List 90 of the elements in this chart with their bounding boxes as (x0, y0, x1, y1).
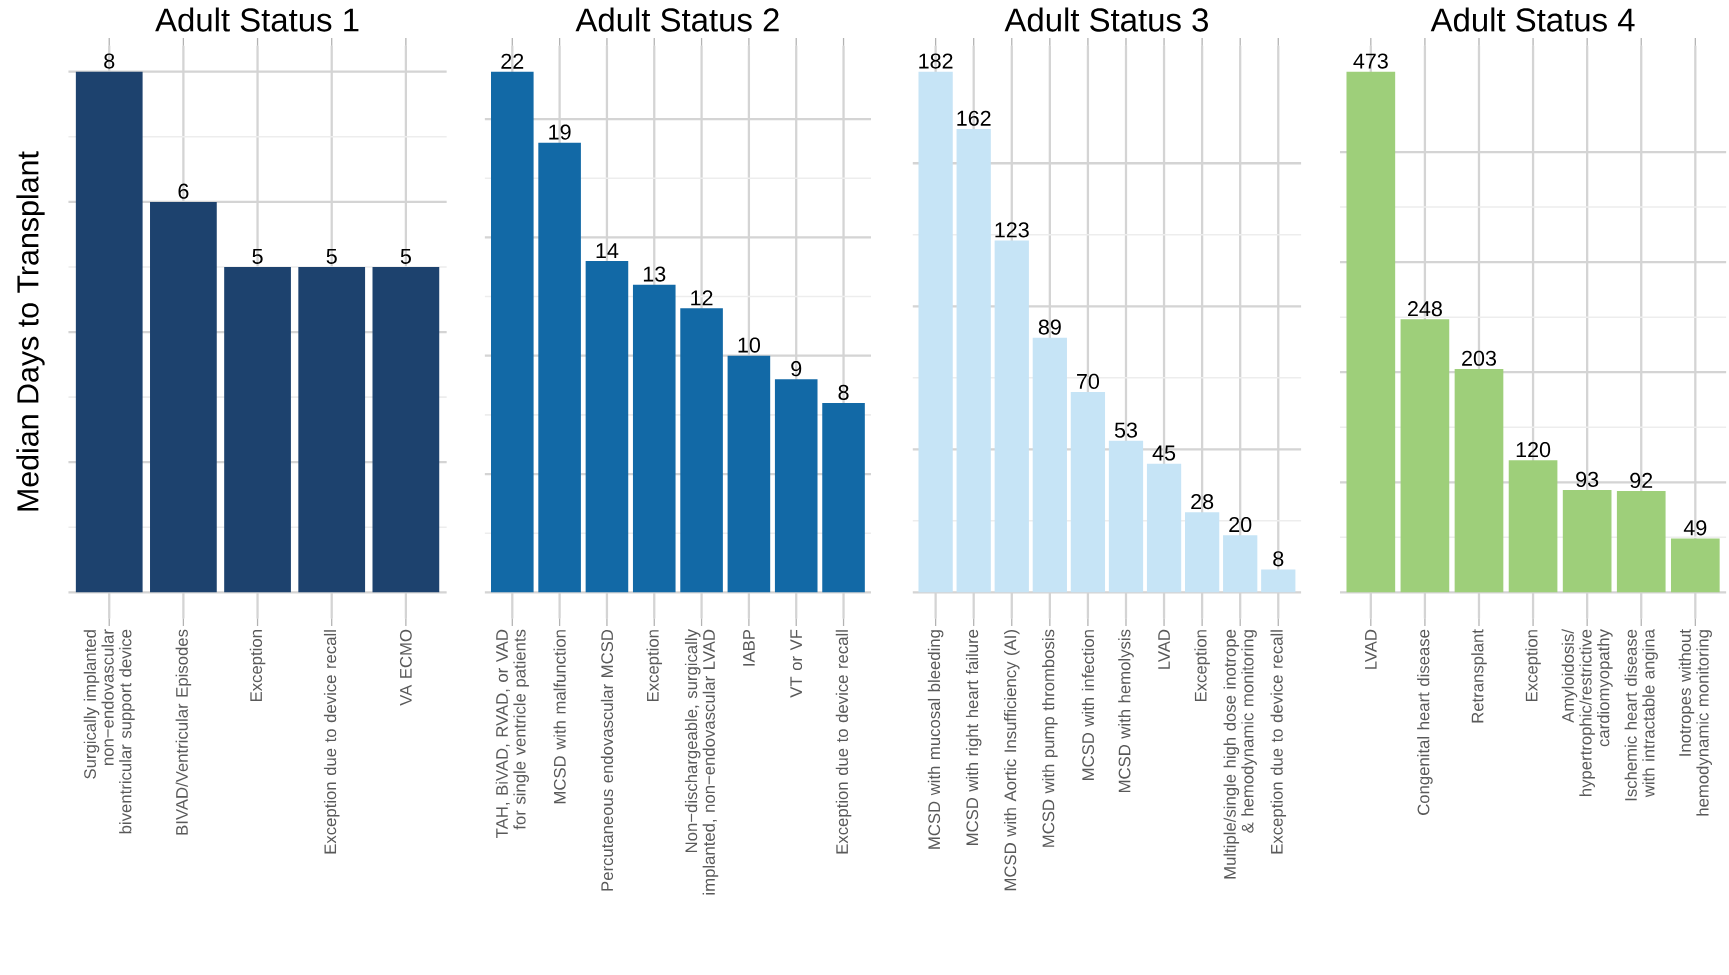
data-label: 162 (957, 110, 991, 126)
data-label: 45 (1152, 445, 1176, 461)
x-tick-label: MCSD with pump thrombosis (1042, 629, 1058, 847)
x-tick-label: Exception (1194, 630, 1210, 702)
data-label: 473 (1353, 53, 1388, 69)
bar (1108, 440, 1144, 593)
x-tick-label: Exception due to device recall (835, 630, 852, 854)
bar (994, 240, 1029, 593)
bar (632, 284, 676, 593)
x-tick-label: Exception due to device recall (323, 630, 340, 854)
bar (1562, 490, 1612, 593)
x-tick-label: Multiple/single high dose inotrope & hemodynamic monitoring (1223, 629, 1257, 879)
x-tick-label: MCSD with hemolysis (1118, 629, 1134, 793)
data-label: 49 (1683, 520, 1707, 536)
bar (585, 261, 629, 593)
bar (918, 71, 953, 593)
x-tick-label: Congenital heart disease (1417, 629, 1433, 815)
x-tick-label: LVAD (1158, 629, 1170, 669)
data-label: 5 (252, 248, 263, 264)
data-label: 13 (643, 266, 666, 282)
x-tick-label: Surgically implanted non−endovascular biventricular support device (83, 629, 135, 834)
data-label: 20 (1229, 516, 1252, 533)
x-tick-label: Inotropes without hemodynamic monitoring (1678, 629, 1712, 816)
x-tick-label: BIVAD/Ventricular Episodes (175, 629, 192, 835)
data-label: 6 (178, 183, 189, 199)
x-tick-label: MCSD with malfunction (553, 630, 566, 804)
data-label: 10 (738, 337, 761, 353)
bar (774, 379, 818, 593)
bar (1346, 71, 1396, 593)
bar (1261, 569, 1296, 593)
bar (538, 142, 581, 593)
bar (680, 308, 723, 593)
data-label: 70 (1077, 373, 1100, 390)
x-tick-label: MCSD with Aortic Insufficiency (AI) (1003, 630, 1020, 891)
bar (1070, 392, 1106, 593)
data-label: 8 (104, 53, 115, 69)
x-tick-label: Ischemic heart disease with intractable angina (1624, 629, 1658, 801)
x-tick-label: VA ECMO (399, 629, 412, 706)
data-label: 5 (326, 248, 337, 264)
bar (727, 355, 771, 593)
bar (1032, 337, 1067, 593)
x-tick-label: Amyloidosis/ hypertrophic/restrictive cardiomyopathy (1561, 629, 1613, 796)
data-label: 203 (1462, 350, 1497, 366)
data-label: 93 (1576, 471, 1599, 487)
data-label: 123 (995, 222, 1029, 238)
data-label: 14 (596, 243, 619, 258)
data-label: 12 (691, 290, 713, 306)
x-tick-label: Exception (646, 630, 663, 702)
data-label: 5 (400, 248, 411, 264)
x-tick-label: Exception due to device recall (1270, 630, 1287, 854)
bar (1400, 319, 1450, 593)
x-tick-label: MCSD with mucosal bleeding (927, 630, 944, 849)
x-tick-label: VT or VF (790, 629, 803, 698)
x-tick-label: Non−dischargeable, surgically implanted, non−endovascular LVAD (684, 629, 719, 895)
bar (1185, 512, 1220, 593)
bar (1508, 460, 1558, 593)
bar (1616, 491, 1666, 593)
chart-title: Adult Status 1 (155, 7, 359, 32)
y-axis-title: Median Days to Transplant (16, 151, 45, 511)
x-tick-label: MCSD with right heart failure (965, 629, 982, 845)
x-tick-label: Exception (1525, 630, 1541, 702)
data-label: 92 (1630, 472, 1653, 489)
chart-title: Adult Status 3 (1004, 7, 1208, 32)
x-tick-label: MCSD with infection (1081, 630, 1095, 780)
bar (1670, 538, 1720, 593)
data-label: 53 (1114, 422, 1138, 438)
data-label: 9 (791, 361, 802, 377)
bar (1146, 463, 1182, 593)
data-label: 182 (919, 53, 953, 69)
chart-title: Adult Status 2 (575, 7, 779, 32)
data-label: 8 (838, 384, 849, 400)
data-label: 19 (549, 124, 571, 140)
data-label: 89 (1038, 319, 1061, 335)
bar (1454, 368, 1504, 593)
data-label: 28 (1191, 494, 1214, 510)
x-tick-label: Percutaneous endovascular MCSD (600, 629, 614, 891)
chart-title: Adult Status 4 (1430, 7, 1635, 32)
data-label: 8 (1273, 551, 1284, 567)
x-tick-label: TAH, BiVAD, RVAD, or VAD for single ventricle patients (495, 629, 529, 838)
bar (1223, 535, 1258, 593)
data-label: 22 (501, 53, 524, 69)
x-tick-label: IABP (743, 629, 755, 666)
x-tick-label: Retransplant (1471, 629, 1487, 723)
data-label: 120 (1516, 442, 1551, 458)
x-tick-label: Exception (249, 630, 266, 702)
bar (491, 71, 534, 593)
bar (956, 128, 991, 593)
data-label: 248 (1408, 301, 1442, 317)
x-tick-label: LVAD (1365, 629, 1377, 669)
bar (822, 403, 865, 593)
